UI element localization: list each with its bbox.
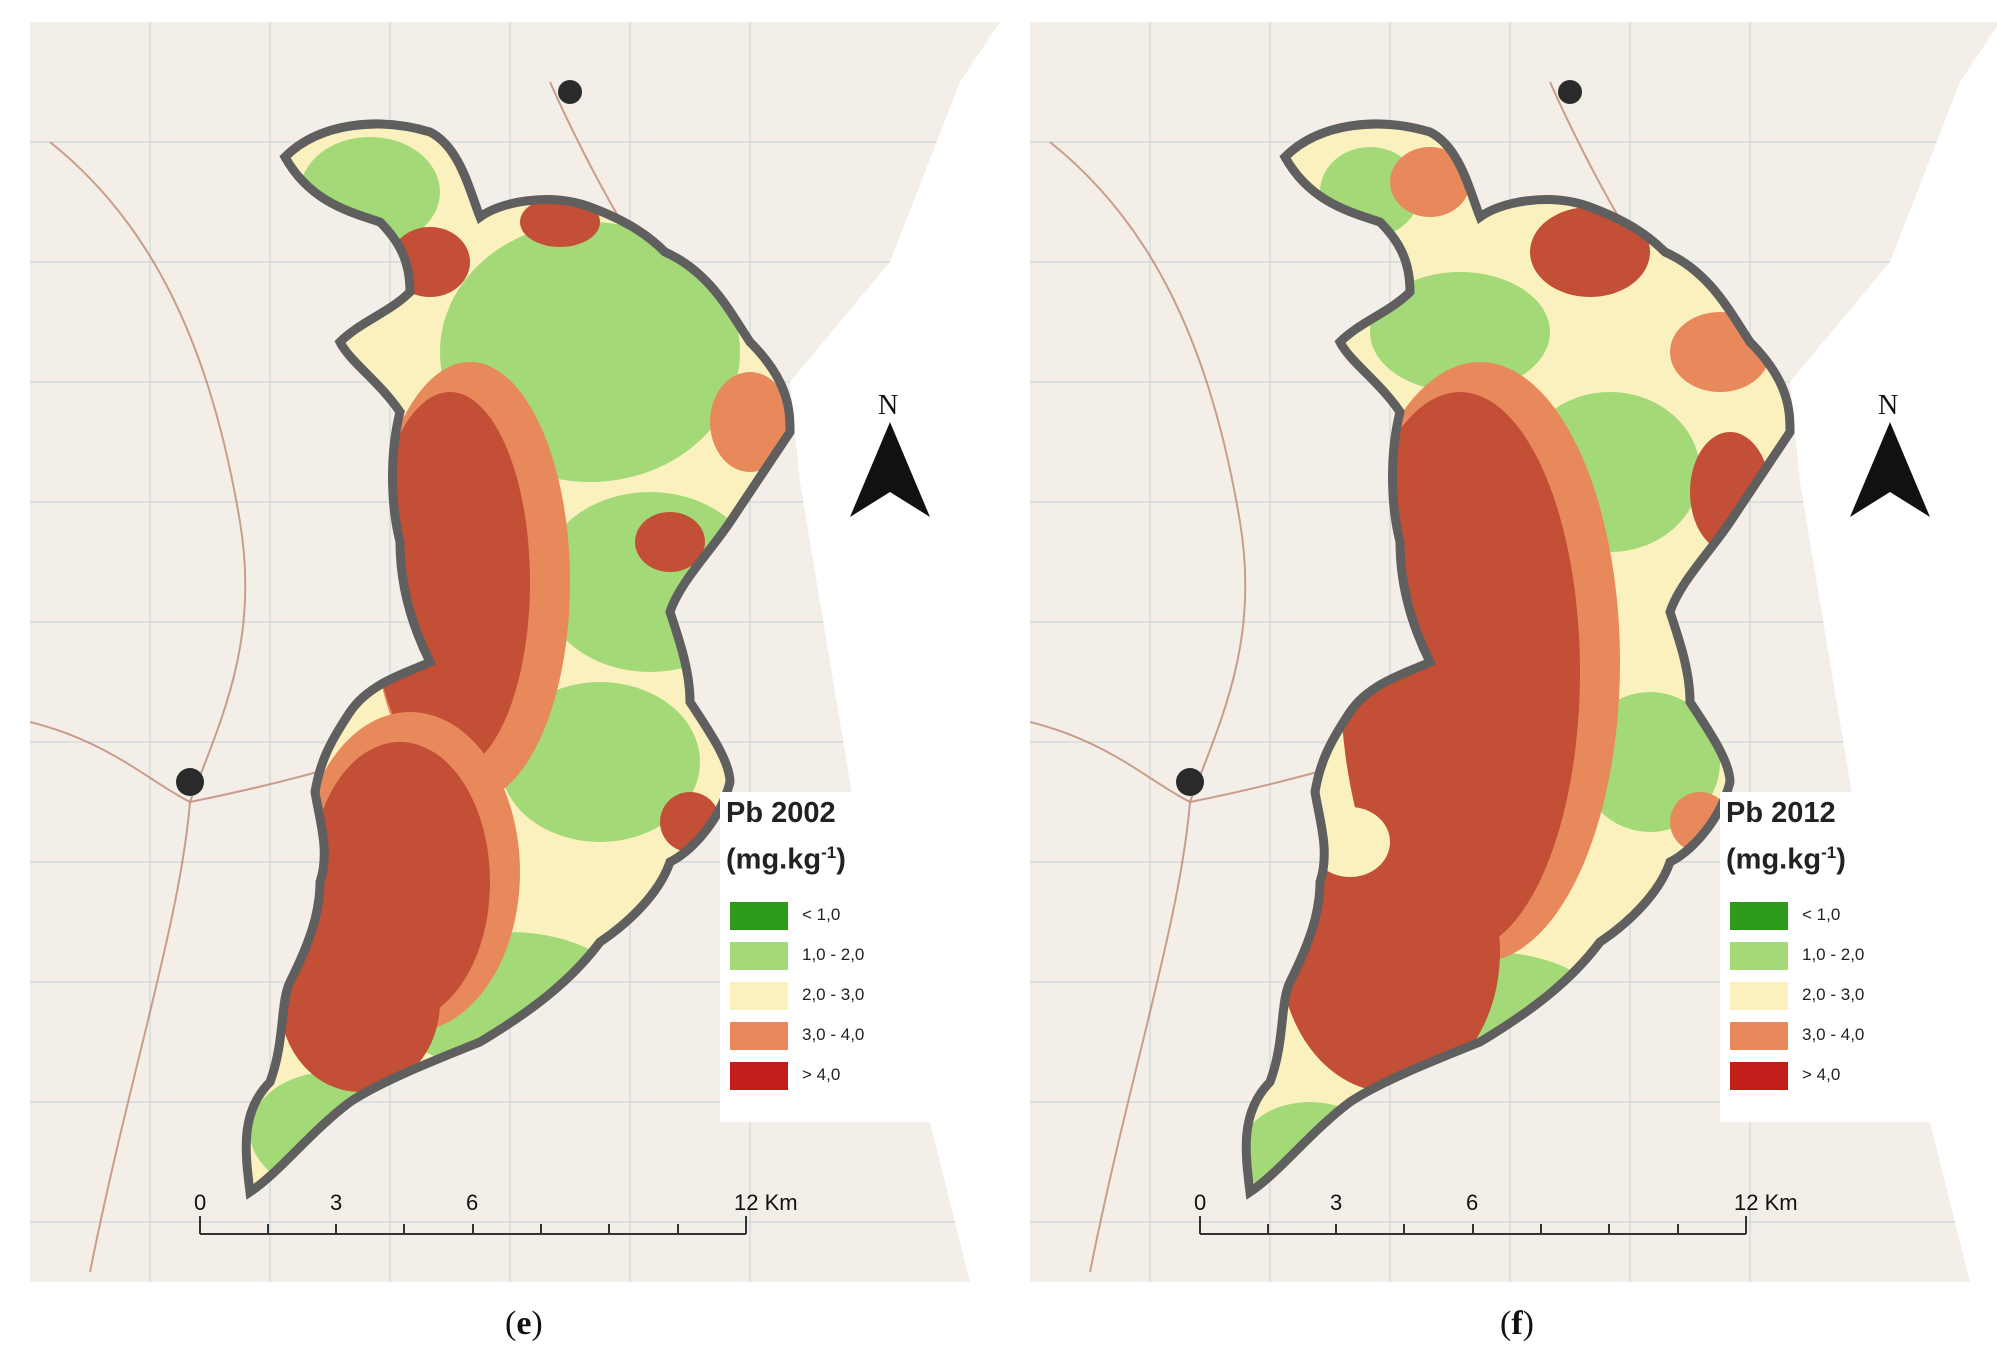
legend-item: 2,0 - 3,0: [730, 982, 930, 1012]
legend-item: 3,0 - 4,0: [1730, 1022, 1930, 1052]
legend-swatch: [730, 1062, 788, 1090]
legend-swatch: [730, 902, 788, 930]
legend-label: 3,0 - 4,0: [1802, 1025, 1865, 1044]
legend-item: 1,0 - 2,0: [730, 942, 930, 972]
caption-letter: e: [516, 1305, 532, 1342]
legend-swatch: [1730, 942, 1788, 970]
legend-swatch: [1730, 1022, 1788, 1050]
north-arrow-icon: [850, 422, 930, 517]
scale-bar: [199, 1216, 747, 1235]
legend-label: 1,0 - 2,0: [802, 945, 865, 964]
legend-item: 2,0 - 3,0: [1730, 982, 1930, 1012]
legend-label: 2,0 - 3,0: [802, 985, 865, 1004]
caption-close: ): [531, 1305, 543, 1342]
legend-unit-exp: -1: [821, 843, 837, 862]
legend-swatch: [730, 942, 788, 970]
legend-item: 1,0 - 2,0: [1730, 942, 1930, 972]
pb-2002-map: [30, 22, 1000, 1282]
legend-swatch: [730, 1022, 788, 1050]
scale-tick-label: 0: [1194, 1190, 1207, 1215]
caption-open: (: [1500, 1305, 1512, 1342]
legend-label: 1,0 - 2,0: [1802, 945, 1865, 964]
caption-close: ): [1522, 1305, 1534, 1342]
town-marker: [176, 768, 204, 796]
panel-caption-e: (e): [505, 1305, 543, 1343]
scale-tick-label: 6: [466, 1190, 479, 1215]
panel-caption-f: (f): [1500, 1305, 1534, 1343]
legend-swatch: [1730, 902, 1788, 930]
town-marker: [1558, 80, 1582, 104]
legend-label: 2,0 - 3,0: [1802, 985, 1865, 1004]
scale-tick-label: 0: [194, 1190, 207, 1215]
map-panel-f: N 0 3 6 12 Km Pb 2012 (mg.kg-1) < 1,0 1,…: [1030, 22, 1997, 1282]
legend-label: 3,0 - 4,0: [802, 1025, 865, 1044]
legend-swatch: [1730, 982, 1788, 1010]
legend-item: 3,0 - 4,0: [730, 1022, 930, 1052]
legend-item: > 4,0: [730, 1062, 930, 1092]
study-area-boundary: [1241, 119, 1795, 1200]
scale-tick-label: 12 Km: [734, 1190, 798, 1215]
legend-swatch: [1730, 1062, 1788, 1090]
legend: Pb 2012 (mg.kg-1) < 1,0 1,0 - 2,0 2,0 - …: [1720, 792, 1950, 1122]
legend-unit-close: ): [836, 843, 846, 876]
town-marker: [1176, 768, 1204, 796]
legend-item: > 4,0: [1730, 1062, 1930, 1092]
legend-title: Pb 2012: [1726, 797, 1836, 829]
north-arrow-icon: [1850, 422, 1930, 517]
legend-item: < 1,0: [1730, 902, 1930, 932]
north-label: N: [878, 390, 899, 421]
legend-label: > 4,0: [1802, 1065, 1841, 1084]
legend-unit: (mg.kg-1): [1726, 834, 1846, 879]
caption-open: (: [505, 1305, 517, 1342]
legend-unit-exp: -1: [1821, 843, 1837, 862]
scale-tick-label: 12 Km: [1734, 1190, 1798, 1215]
scale-bar: [1199, 1216, 1747, 1235]
scale-tick-label: 6: [1466, 1190, 1479, 1215]
legend-swatch: [730, 982, 788, 1010]
map-panel-e: N 0 3 6 12 Km Pb 2002 (mg.kg-1) < 1,0 1,…: [30, 22, 1000, 1282]
legend-title: Pb 2002: [726, 797, 836, 829]
legend-unit: (mg.kg-1): [726, 834, 846, 879]
legend-item: < 1,0: [730, 902, 930, 932]
legend: Pb 2002 (mg.kg-1) < 1,0 1,0 - 2,0 2,0 - …: [720, 792, 950, 1122]
legend-label: < 1,0: [802, 905, 841, 924]
study-area-boundary: [241, 119, 795, 1200]
legend-label: < 1,0: [1802, 905, 1841, 924]
legend-unit-base: (mg.kg: [1726, 843, 1822, 876]
town-marker: [558, 80, 582, 104]
scale-tick-label: 3: [1330, 1190, 1343, 1215]
legend-label: > 4,0: [802, 1065, 841, 1084]
legend-unit-close: ): [1836, 843, 1846, 876]
scale-tick-label: 3: [330, 1190, 343, 1215]
north-label: N: [1878, 390, 1899, 421]
legend-unit-base: (mg.kg: [726, 843, 822, 876]
caption-letter: f: [1511, 1305, 1523, 1342]
